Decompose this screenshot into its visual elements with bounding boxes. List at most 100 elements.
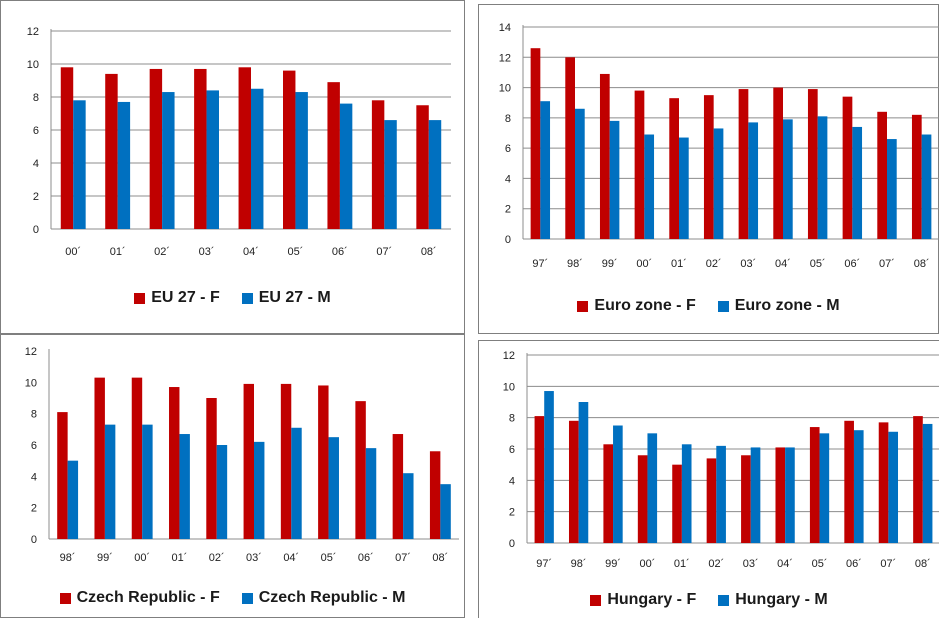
- x-tick-label: 07´: [376, 246, 392, 258]
- bar-male: [179, 434, 190, 539]
- legend-item-female: Hungary - F: [590, 591, 696, 609]
- y-tick-label: 12: [499, 52, 511, 64]
- legend: EU 27 - F EU 27 - M: [1, 289, 464, 307]
- x-tick-label: 01´: [671, 258, 687, 270]
- legend-swatch-female: [134, 292, 146, 304]
- x-tick-label: 03´: [740, 258, 756, 270]
- bar-male: [578, 402, 589, 543]
- bar-female: [807, 89, 818, 239]
- legend-swatch-female: [577, 300, 589, 312]
- y-tick-label: 12: [27, 26, 39, 38]
- y-tick-label: 8: [31, 409, 37, 421]
- bar-male: [817, 116, 828, 239]
- bar-female: [243, 383, 254, 539]
- legend-swatch-female: [590, 594, 602, 606]
- bar-male: [679, 137, 689, 239]
- bar-female: [206, 398, 217, 539]
- x-tick-label: 97´: [536, 558, 552, 570]
- bar-female: [194, 68, 207, 229]
- y-tick-label: 2: [505, 204, 511, 216]
- legend-item-male: Hungary - M: [718, 591, 828, 609]
- legend-swatch-male: [718, 594, 730, 606]
- x-tick-label: 02´: [209, 552, 225, 564]
- bar-female: [913, 416, 923, 543]
- chart-panel-hungary: 0 2 4 6 8 10 12 97´ 98´ 99´ 00´ 01´ 02´ 03´ 04´ 05´ 06´ 0…: [478, 340, 939, 618]
- x-tick-label: 99´: [97, 552, 113, 564]
- legend-item-male: EU 27 - M: [241, 289, 331, 307]
- y-tick-label: 6: [31, 440, 37, 452]
- bar-female: [706, 458, 717, 543]
- x-tick-label: 00´: [134, 552, 150, 564]
- x-tick-label: 05´: [321, 552, 337, 564]
- chart-panel-eu27: 0 2 4 6 8 10 12 00´ 01´ 02´ 03´ 04´ 05´ 06´ 07´ 08´ EU …: [0, 0, 465, 334]
- y-tick-label: 2: [33, 191, 39, 203]
- legend-label-male: Euro zone - M: [734, 297, 840, 314]
- bar-male: [750, 447, 761, 543]
- bar-female: [238, 67, 251, 229]
- bar-female: [741, 455, 751, 543]
- bar-female: [637, 455, 648, 543]
- x-tick-label: 02´: [708, 558, 724, 570]
- bar-female: [105, 73, 118, 230]
- bar-male: [117, 101, 131, 229]
- y-tick-label: 0: [33, 224, 39, 236]
- bar-male: [887, 139, 897, 239]
- bar-male: [644, 134, 655, 239]
- bar-female: [94, 377, 105, 539]
- x-tick-label: 03´: [743, 558, 759, 570]
- bar-female: [530, 48, 541, 240]
- bar-female: [169, 387, 180, 539]
- x-tick-label: 01´: [172, 552, 188, 564]
- legend-label-female: Euro zone - F: [594, 297, 696, 314]
- bar-female: [568, 420, 579, 543]
- x-tick-label: 01´: [110, 246, 126, 258]
- legend-label-female: Czech Republic - F: [76, 589, 220, 606]
- bar-male: [365, 448, 377, 539]
- bar-male: [853, 430, 864, 543]
- x-tick-label: 08´: [432, 552, 448, 564]
- legend-item-female: Czech Republic - F: [59, 589, 220, 607]
- legend-swatch-male: [717, 300, 729, 312]
- x-tick-label: 08´: [421, 246, 437, 258]
- chart-svg: 0 2 4 6 8 10 12 00´ 01´ 02´ 03´ 04´ 05´ 06´ 07´ 08´: [27, 26, 451, 258]
- bar-female: [318, 385, 329, 539]
- y-tick-label: 0: [505, 234, 511, 246]
- y-tick-label: 4: [31, 471, 37, 483]
- y-tick-label: 12: [503, 350, 515, 362]
- x-tick-label: 06´: [358, 552, 374, 564]
- legend-label-male: Czech Republic - M: [258, 589, 406, 606]
- bar-male: [428, 120, 442, 229]
- x-tick-label: 01´: [674, 558, 690, 570]
- bar-male: [295, 92, 308, 229]
- legend-swatch-male: [241, 592, 253, 604]
- bar-female: [283, 70, 296, 229]
- bar-female: [669, 98, 679, 240]
- bar-female: [911, 114, 922, 239]
- bar-female: [131, 377, 143, 539]
- bar-male: [339, 103, 353, 229]
- legend-label-female: EU 27 - F: [151, 289, 220, 306]
- bar-male: [403, 473, 414, 539]
- bar-male: [785, 447, 795, 543]
- bar-male: [291, 427, 302, 539]
- x-tick-label: 98´: [571, 558, 587, 570]
- bar-male: [206, 90, 219, 230]
- bar-female: [877, 111, 887, 239]
- x-tick-label: 05´: [810, 258, 826, 270]
- y-tick-label: 10: [499, 83, 511, 95]
- bar-female: [878, 422, 889, 543]
- bar-male: [254, 441, 265, 539]
- bar-female: [429, 451, 441, 539]
- bar-male: [142, 424, 153, 539]
- x-tick-label: 06´: [332, 246, 348, 258]
- legend: Euro zone - F Euro zone - M: [479, 297, 938, 315]
- y-tick-label: 8: [33, 92, 39, 104]
- x-tick-label: 99´: [602, 258, 618, 270]
- x-tick-label: 06´: [846, 558, 862, 570]
- bar-male: [713, 128, 724, 239]
- legend: Czech Republic - F Czech Republic - M: [1, 589, 464, 607]
- x-tick-label: 05´: [812, 558, 828, 570]
- chart-svg: 0 2 4 6 8 10 12 97´ 98´ 99´ 00´ 01´ 02´ 03´ 04´ 05´ 06´ 0…: [503, 350, 939, 570]
- bar-female: [355, 401, 366, 539]
- bar-male: [104, 424, 116, 539]
